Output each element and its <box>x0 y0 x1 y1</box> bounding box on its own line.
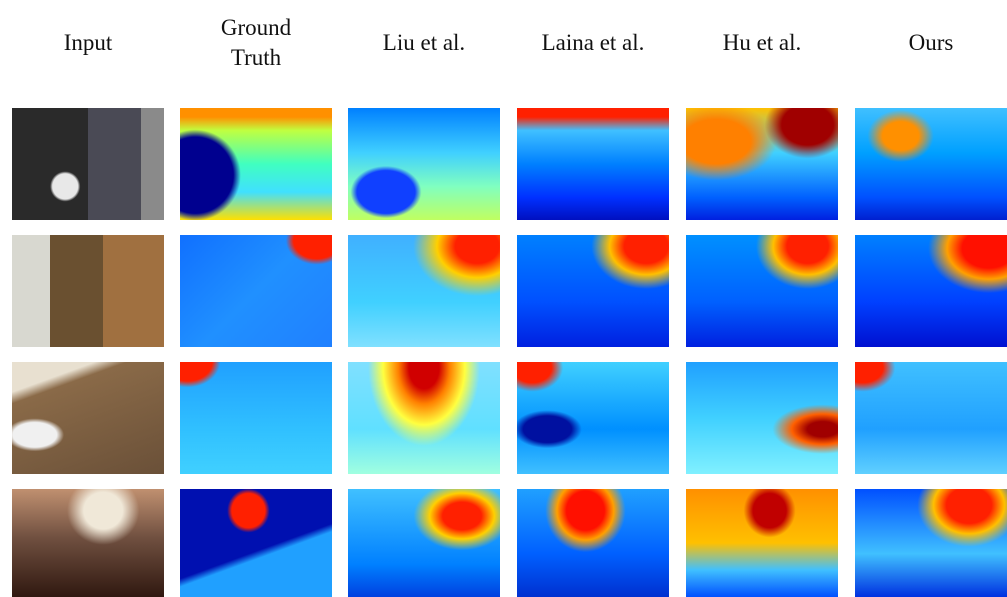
input-image <box>12 489 164 597</box>
page: Input Ground Truth Liu et al. Laina et a… <box>0 0 1007 597</box>
depth-map <box>855 489 1007 597</box>
depth-map <box>517 235 669 347</box>
depth-map <box>686 108 838 220</box>
depth-map <box>517 362 669 474</box>
depth-map <box>686 362 838 474</box>
column-header: Input <box>12 8 164 78</box>
depth-map <box>855 235 1007 347</box>
depth-map <box>686 489 838 597</box>
depth-map <box>180 362 332 474</box>
depth-map <box>348 108 500 220</box>
column-header: Ground Truth <box>206 8 306 78</box>
depth-map <box>180 235 332 347</box>
depth-map <box>855 362 1007 474</box>
column-header: Liu et al. <box>348 8 500 78</box>
input-image <box>12 362 164 474</box>
depth-map <box>855 108 1007 220</box>
input-image <box>12 235 164 347</box>
depth-map <box>348 235 500 347</box>
column-header: Ours <box>855 8 1007 78</box>
depth-map <box>686 235 838 347</box>
depth-map <box>348 489 500 597</box>
depth-map <box>517 489 669 597</box>
depth-map <box>517 108 669 220</box>
depth-map <box>180 489 332 597</box>
column-header: Laina et al. <box>517 8 669 78</box>
depth-map <box>180 108 332 220</box>
depth-map <box>348 362 500 474</box>
input-image <box>12 108 164 220</box>
column-header: Hu et al. <box>686 8 838 78</box>
